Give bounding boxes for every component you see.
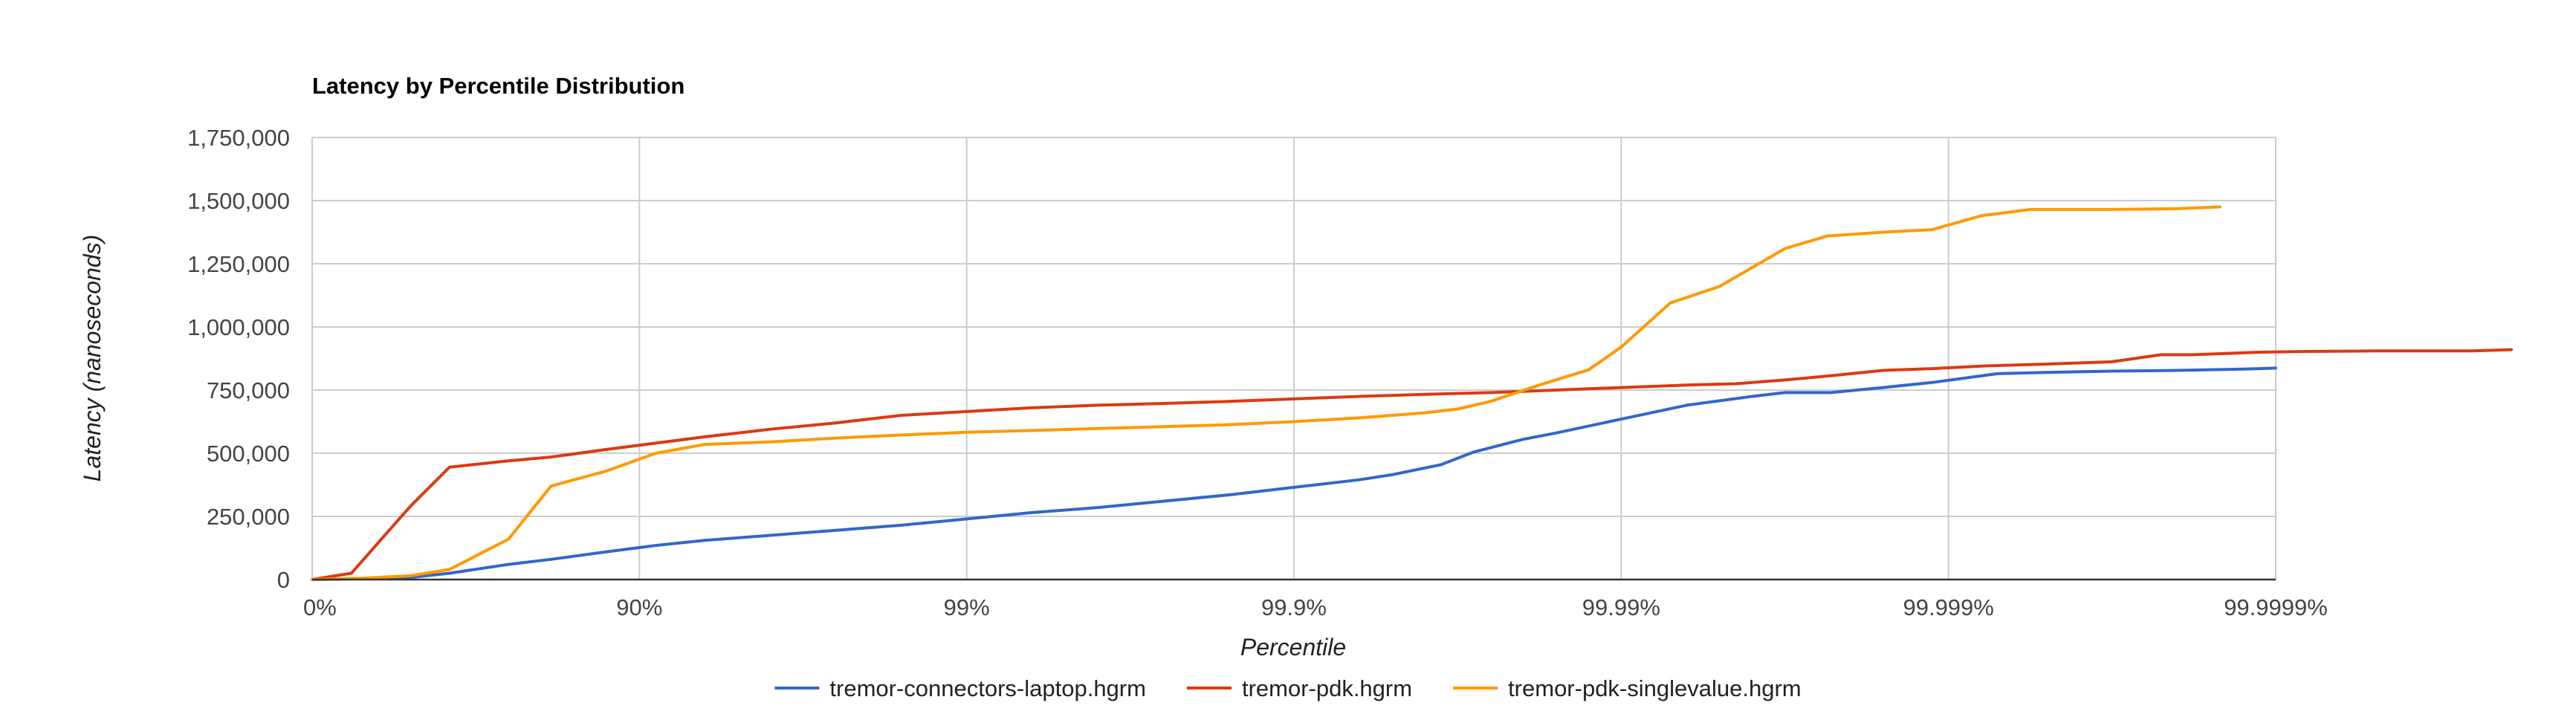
x-tick-label: 99.9% (1261, 594, 1327, 620)
x-tick-label: 0% (303, 594, 337, 620)
y-tick-label: 250,000 (207, 504, 290, 530)
x-tick-label: 99.999% (1903, 594, 1993, 620)
x-tick-label: 99% (944, 594, 990, 620)
series-layer (311, 205, 2513, 581)
y-axis-ticks: 0 250,000 500,000 750,000 1,000,000 1,250,000… (187, 125, 290, 593)
x-axis-title: Percentile (1240, 634, 1346, 661)
y-tick-label: 1,250,000 (187, 251, 290, 277)
chart-title: Latency by Percentile Distribution (312, 73, 685, 99)
series-line-2 (311, 348, 2513, 581)
legend-label-2: tremor-pdk.hgrm (1242, 675, 1412, 701)
x-tick-label: 90% (616, 594, 662, 620)
x-axis-ticks: 0% 90% 99% 99.9% 99.99% 99.999% 99.9999% (303, 594, 2328, 620)
y-tick-label: 1,500,000 (187, 188, 290, 214)
x-tick-label: 99.99% (1582, 594, 1660, 620)
legend-label-1: tremor-connectors-laptop.hgrm (829, 675, 1146, 701)
grid-layer (311, 137, 2276, 580)
series-line-1 (311, 366, 2277, 581)
legend-label-3: tremor-pdk-singlevalue.hgrm (1508, 675, 1802, 701)
x-tick-label: 99.9999% (2224, 594, 2328, 620)
y-tick-label: 1,000,000 (187, 314, 290, 340)
y-tick-label: 750,000 (207, 377, 290, 403)
y-tick-label: 1,750,000 (187, 125, 290, 151)
legend: tremor-connectors-laptop.hgrm tremor-pdk.… (774, 675, 1802, 701)
y-tick-label: 0 (277, 567, 290, 593)
y-axis-title: Latency (nanoseconds) (79, 235, 106, 482)
y-tick-label: 500,000 (207, 441, 290, 467)
series-line-3 (311, 205, 2222, 581)
